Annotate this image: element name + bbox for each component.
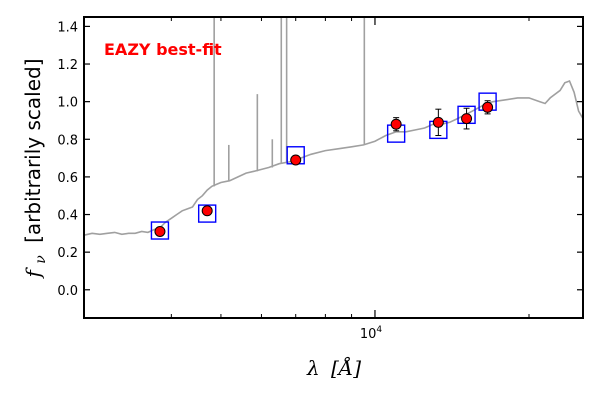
observed-marker xyxy=(201,205,213,217)
y-tick-label: 1.2 xyxy=(57,58,78,73)
plot-background xyxy=(84,17,583,318)
observed-marker xyxy=(461,113,473,125)
y-tick-label: 1.4 xyxy=(57,20,78,35)
model-marker xyxy=(150,221,170,240)
y-tick-label: 0.4 xyxy=(57,209,78,224)
x-axis-label: λ [Å] xyxy=(306,355,361,380)
annotation-label: EAZY best-fit xyxy=(104,40,222,59)
observed-marker xyxy=(390,118,402,130)
observed-photometry xyxy=(154,100,494,237)
observed-marker xyxy=(482,101,494,113)
observed-marker xyxy=(154,225,166,237)
y-tick-label: 0.0 xyxy=(57,284,78,299)
y-axis-subscript: ν xyxy=(33,255,49,264)
x-tick-base: 10 xyxy=(360,327,377,342)
y-tick-label: 0.8 xyxy=(57,133,78,148)
x-axis-symbol: λ xyxy=(306,356,320,380)
x-tick-label: 104 xyxy=(360,325,383,342)
observed-marker xyxy=(432,116,444,128)
y-axis-label: f ν [arbitrarily scaled] xyxy=(21,58,50,279)
axis-ticks: 0.0 0.2 0.4 0.6 0.8 1.0 1.2 1.4 104 xyxy=(57,17,583,342)
plot-frame xyxy=(83,16,584,319)
y-axis-text: [arbitrarily scaled] xyxy=(21,58,45,242)
y-tick-label: 0.2 xyxy=(57,246,78,261)
y-tick-label: 0.6 xyxy=(57,171,78,186)
y-tick-label: 1.0 xyxy=(57,96,78,111)
model-marker xyxy=(197,204,217,223)
y-axis-symbol: f xyxy=(21,267,45,280)
x-tick-exponent: 4 xyxy=(376,325,382,335)
observed-marker xyxy=(290,154,302,166)
x-axis-unit: [Å] xyxy=(331,355,361,380)
